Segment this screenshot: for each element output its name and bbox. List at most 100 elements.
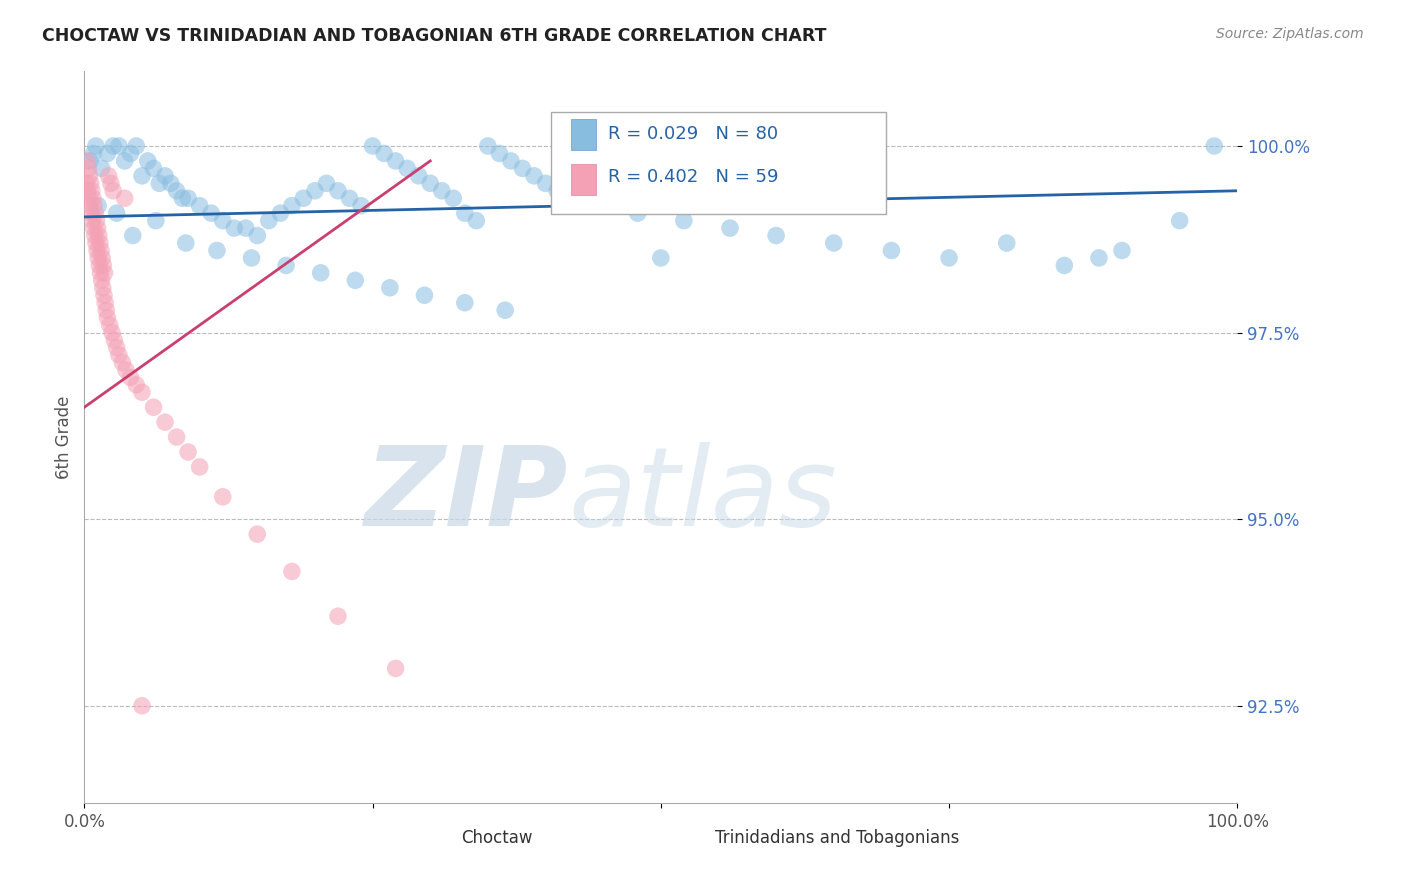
Point (96, 310, 118, 325)
Point (441, 191, 464, 205)
Point (93, 266, 115, 280)
Point (326, 609, 349, 624)
Point (79, 199, 101, 213)
Point (91, 281, 114, 295)
Point (160, 177, 183, 191)
Point (408, 169, 430, 183)
Point (326, 184, 349, 198)
Point (592, 199, 614, 213)
Point (166, 430, 188, 444)
Text: CHOCTAW VS TRINIDADIAN AND TOBAGONIAN 6TH GRADE CORRELATION CHART: CHOCTAW VS TRINIDADIAN AND TOBAGONIAN 6T… (42, 27, 827, 45)
Point (103, 139, 124, 153)
Point (105, 341, 128, 355)
Point (79, 153, 101, 168)
Point (84, 235, 107, 250)
Point (87, 228, 110, 243)
Point (384, 661, 406, 675)
Point (148, 177, 170, 191)
Point (105, 206, 128, 220)
Point (650, 251, 672, 265)
Point (281, 199, 304, 213)
Point (83, 199, 105, 213)
Point (534, 177, 557, 191)
Point (1204, 139, 1226, 153)
Point (98, 318, 121, 332)
Point (87, 251, 110, 265)
Point (131, 169, 153, 183)
Point (145, 213, 167, 227)
Point (77, 191, 100, 205)
Point (89, 259, 111, 273)
Point (938, 251, 960, 265)
Point (100, 177, 122, 191)
Text: Source: ZipAtlas.com: Source: ZipAtlas.com (1216, 27, 1364, 41)
Point (87, 199, 110, 213)
Point (120, 370, 142, 384)
Text: R = 0.402   N = 59: R = 0.402 N = 59 (607, 169, 779, 186)
Point (627, 206, 650, 220)
Point (177, 445, 200, 459)
Point (86, 221, 108, 235)
Point (880, 244, 903, 258)
Point (188, 459, 211, 474)
Point (121, 228, 143, 243)
Point (1053, 259, 1076, 273)
Point (89, 266, 111, 280)
Point (361, 139, 384, 153)
Y-axis label: 6th Grade: 6th Grade (55, 395, 73, 479)
Point (125, 377, 148, 392)
Point (269, 206, 291, 220)
Point (211, 213, 233, 227)
Text: Choctaw: Choctaw (461, 829, 533, 847)
Point (378, 281, 401, 295)
Point (76, 153, 98, 168)
Point (114, 191, 136, 205)
Point (373, 146, 395, 161)
Point (823, 235, 845, 250)
Point (82, 213, 104, 227)
Point (96, 146, 118, 161)
Point (430, 184, 453, 198)
Point (465, 213, 488, 227)
Point (211, 490, 233, 504)
Point (172, 191, 194, 205)
Point (304, 184, 326, 198)
Point (174, 235, 197, 250)
Point (90, 244, 112, 258)
Text: R = 0.029   N = 80: R = 0.029 N = 80 (607, 125, 778, 143)
Point (257, 213, 280, 227)
Point (84, 139, 107, 153)
Point (153, 169, 176, 183)
Point (86, 213, 108, 227)
Point (188, 199, 211, 213)
Point (83, 221, 105, 235)
Point (90, 273, 112, 287)
Point (765, 228, 787, 243)
Point (77, 161, 100, 176)
Point (83, 146, 105, 161)
Point (240, 251, 263, 265)
Point (166, 184, 188, 198)
Point (344, 273, 367, 287)
Point (108, 139, 131, 153)
Point (499, 153, 522, 168)
Point (384, 153, 406, 168)
Bar (571, 164, 596, 195)
Point (281, 565, 304, 579)
Point (84, 206, 107, 220)
Point (200, 206, 222, 220)
Point (546, 184, 568, 198)
Point (292, 191, 315, 205)
Point (315, 177, 337, 191)
Point (80, 206, 103, 220)
Point (142, 161, 165, 176)
Point (1168, 213, 1191, 227)
Point (131, 385, 153, 400)
Point (136, 153, 159, 168)
Point (86, 244, 108, 258)
Point (90, 161, 112, 176)
Point (93, 288, 115, 302)
Point (419, 177, 441, 191)
Point (488, 146, 510, 161)
Bar (571, 119, 596, 150)
